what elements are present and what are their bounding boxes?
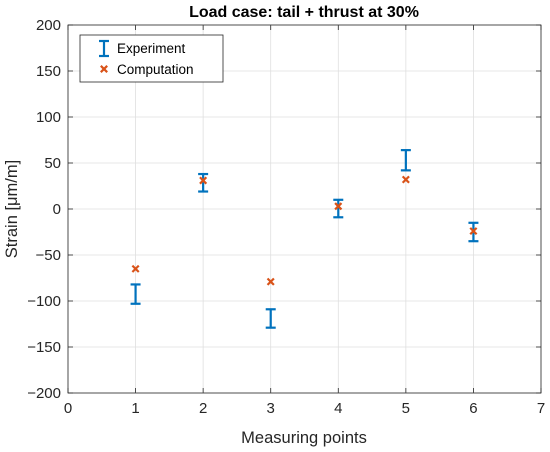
marker-computation: [131, 264, 140, 273]
x-axis-title: Measuring points: [241, 429, 367, 447]
x-tick-label: 0: [64, 400, 72, 417]
data-marks: [130, 149, 479, 329]
legend-marker-symbol: [100, 65, 108, 73]
y-tick-label: 150: [36, 63, 61, 80]
x-tick-label: 7: [537, 400, 545, 417]
y-tick-label: 100: [36, 109, 61, 126]
y-tick-label: 200: [36, 17, 61, 34]
marker-stroke: [100, 65, 108, 73]
errorbar-experiment: [265, 308, 276, 329]
y-tick-label: −100: [27, 293, 61, 310]
marker-computation: [199, 176, 208, 185]
tick-labels: 0 1 2 3 4 5 6 7 −200 −150 −100 −50 0 50 100 150 200: [27, 17, 545, 417]
errorbar-experiment: [400, 149, 411, 172]
x-tick-label: 4: [334, 400, 342, 417]
legend-label-computation: Computation: [117, 62, 194, 77]
marker-stroke: [401, 175, 410, 184]
y-tick-label: 0: [53, 201, 61, 218]
legend-errorbar-symbol: [99, 39, 109, 58]
legend-item-computation: Computation: [100, 62, 194, 77]
errorbar-experiment: [198, 172, 209, 193]
x-tick-label: 5: [402, 400, 410, 417]
marker-stroke: [469, 227, 478, 236]
y-axis-title: Strain [μm/m]: [3, 160, 21, 258]
marker-computation: [100, 65, 108, 73]
y-tick-label: −50: [36, 247, 61, 264]
y-tick-label: −150: [27, 339, 61, 356]
x-tick-label: 2: [199, 400, 207, 417]
legend: Experiment Computation: [79, 34, 224, 83]
marker-computation: [469, 227, 478, 236]
marker-stroke: [131, 264, 140, 273]
x-tick-label: 3: [267, 400, 275, 417]
marker-stroke: [266, 277, 275, 286]
marker-computation: [334, 202, 343, 211]
marker-stroke: [334, 202, 343, 211]
errorbar-experiment: [130, 283, 141, 305]
marker-computation: [266, 277, 275, 286]
legend-item-experiment: Experiment: [99, 39, 186, 58]
plot-frame: [67, 24, 542, 394]
y-tick-label: −200: [27, 385, 61, 402]
marker-computation: [401, 175, 410, 184]
chart-title: Load case: tail + thrust at 30%: [189, 4, 419, 21]
errorbar-experiment: [99, 39, 109, 58]
legend-label-experiment: Experiment: [117, 41, 186, 56]
y-tick-label: 50: [44, 155, 61, 172]
x-tick-label: 6: [469, 400, 477, 417]
x-tick-label: 1: [131, 400, 139, 417]
errorbar-experiment: [333, 198, 344, 219]
marker-stroke: [199, 176, 208, 185]
